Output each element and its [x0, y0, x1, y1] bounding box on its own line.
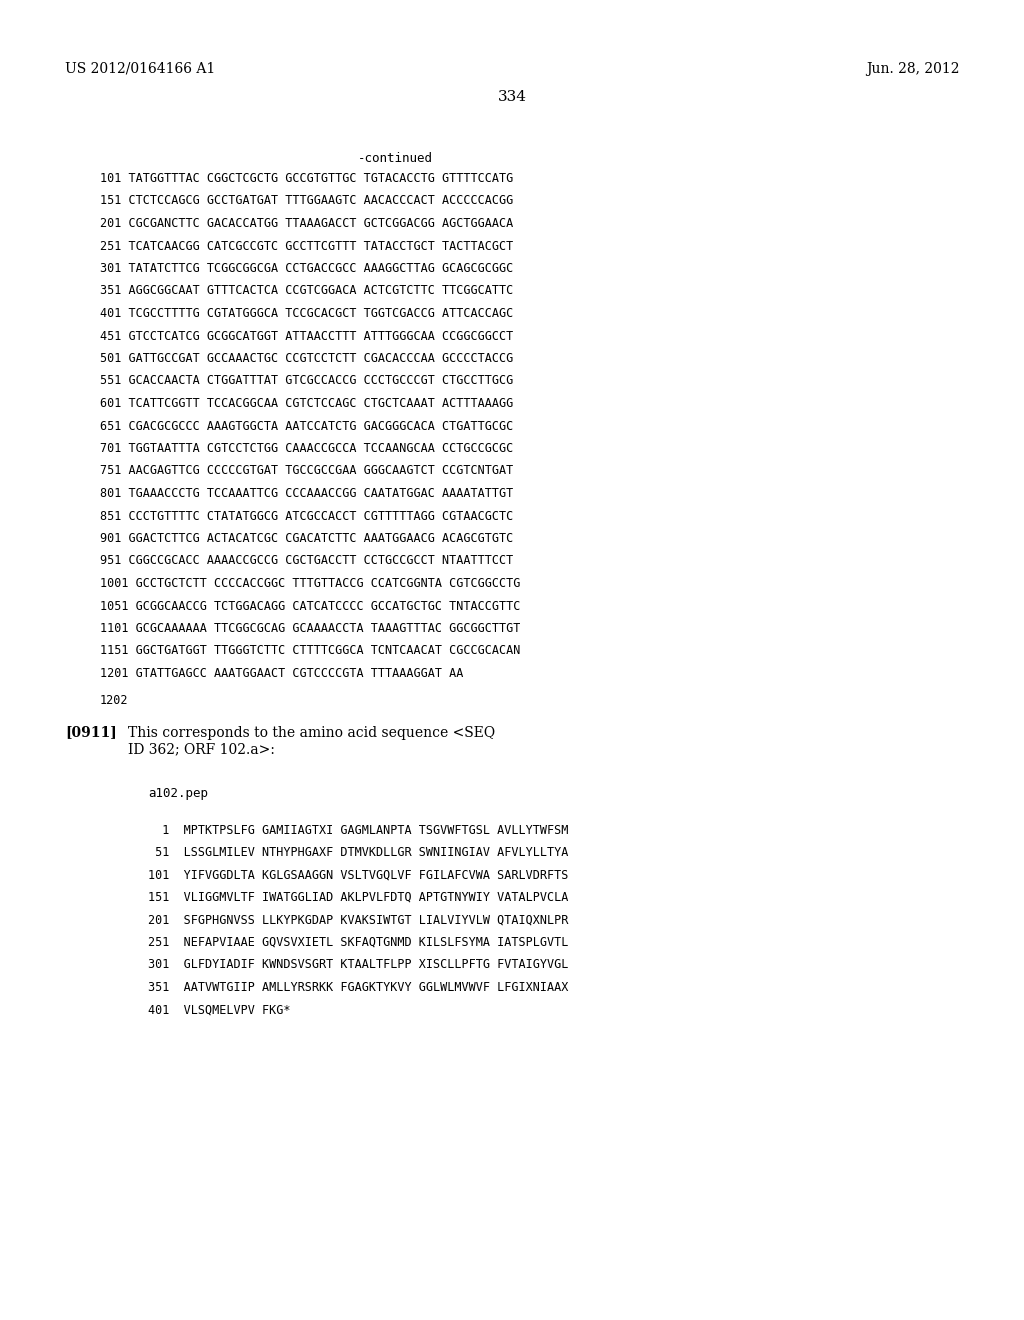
Text: 951 CGGCCGCACC AAAACCGCCG CGCTGACCTT CCTGCCGCCT NTAATTTCCT: 951 CGGCCGCACC AAAACCGCCG CGCTGACCTT CCT… — [100, 554, 513, 568]
Text: 334: 334 — [498, 90, 526, 104]
Text: 551 GCACCAACTA CTGGATTTAT GTCGCCACCG CCCTGCCCGT CTGCCTTGCG: 551 GCACCAACTA CTGGATTTAT GTCGCCACCG CCC… — [100, 375, 513, 388]
Text: -continued: -continued — [358, 152, 433, 165]
Text: 101 TATGGTTTAC CGGCTCGCTG GCCGTGTTGC TGTACACCTG GTTTTCCATG: 101 TATGGTTTAC CGGCTCGCTG GCCGTGTTGC TGT… — [100, 172, 513, 185]
Text: 1001 GCCTGCTCTT CCCCACCGGC TTTGTTACCG CCATCGGNTA CGTCGGCCTG: 1001 GCCTGCTCTT CCCCACCGGC TTTGTTACCG CC… — [100, 577, 520, 590]
Text: 351  AATVWTGIIP AMLLYRSRKK FGAGKTYKVY GGLWLMVWVF LFGIXNIAAX: 351 AATVWTGIIP AMLLYRSRKK FGAGKTYKVY GGL… — [148, 981, 568, 994]
Text: 651 CGACGCGCCC AAAGTGGCTA AATCCATCTG GACGGGCACA CTGATTGCGC: 651 CGACGCGCCC AAAGTGGCTA AATCCATCTG GAC… — [100, 420, 513, 433]
Text: ID 362; ORF 102.a>:: ID 362; ORF 102.a>: — [128, 742, 274, 756]
Text: 251  NEFAPVIAAE GQVSVXIETL SKFAQTGNMD KILSLFSYMA IATSPLGVTL: 251 NEFAPVIAAE GQVSVXIETL SKFAQTGNMD KIL… — [148, 936, 568, 949]
Text: a102.pep: a102.pep — [148, 788, 208, 800]
Text: 401  VLSQMELVPV FKG*: 401 VLSQMELVPV FKG* — [148, 1003, 291, 1016]
Text: 151  VLIGGMVLTF IWATGGLIAD AKLPVLFDTQ APTGTNYWIY VATALPVCLA: 151 VLIGGMVLTF IWATGGLIAD AKLPVLFDTQ APT… — [148, 891, 568, 904]
Text: 1151 GGCTGATGGT TTGGGTCTTC CTTTTCGGCA TCNTCAACAT CGCCGCACAN: 1151 GGCTGATGGT TTGGGTCTTC CTTTTCGGCA TC… — [100, 644, 520, 657]
Text: 1051 GCGGCAACCG TCTGGACAGG CATCATCCCC GCCATGCTGC TNTACCGTTC: 1051 GCGGCAACCG TCTGGACAGG CATCATCCCC GC… — [100, 599, 520, 612]
Text: 1101 GCGCAAAAAA TTCGGCGCAG GCAAAACCTA TAAAGTTTAC GGCGGCTTGT: 1101 GCGCAAAAAA TTCGGCGCAG GCAAAACCTA TA… — [100, 622, 520, 635]
Text: 851 CCCTGTTTTC CTATATGGCG ATCGCCACCT CGTTTTTAGG CGTAACGCTC: 851 CCCTGTTTTC CTATATGGCG ATCGCCACCT CGT… — [100, 510, 513, 523]
Text: 401 TCGCCTTTTG CGTATGGGCA TCCGCACGCT TGGTCGACCG ATTCACCAGC: 401 TCGCCTTTTG CGTATGGGCA TCCGCACGCT TGG… — [100, 308, 513, 319]
Text: 251 TCATCAACGG CATCGCCGTC GCCTTCGTTT TATACCTGCT TACTTACGCT: 251 TCATCAACGG CATCGCCGTC GCCTTCGTTT TAT… — [100, 239, 513, 252]
Text: US 2012/0164166 A1: US 2012/0164166 A1 — [65, 62, 215, 77]
Text: 201  SFGPHGNVSS LLKYPKGDAP KVAKSIWTGT LIALVIYVLW QTAIQXNLPR: 201 SFGPHGNVSS LLKYPKGDAP KVAKSIWTGT LIA… — [148, 913, 568, 927]
Text: 801 TGAAACCCTG TCCAAATTCG CCCAAACCGG CAATATGGAC AAAATATTGT: 801 TGAAACCCTG TCCAAATTCG CCCAAACCGG CAA… — [100, 487, 513, 500]
Text: 601 TCATTCGGTT TCCACGGCAA CGTCTCCAGC CTGCTCAAAT ACTTTAAAGG: 601 TCATTCGGTT TCCACGGCAA CGTCTCCAGC CTG… — [100, 397, 513, 411]
Text: 1201 GTATTGAGCC AAATGGAACT CGTCCCCGTA TTTAAAGGAT AA: 1201 GTATTGAGCC AAATGGAACT CGTCCCCGTA TT… — [100, 667, 464, 680]
Text: 501 GATTGCCGAT GCCAAACTGC CCGTCCTCTT CGACACCCAA GCCCCTACCG: 501 GATTGCCGAT GCCAAACTGC CCGTCCTCTT CGA… — [100, 352, 513, 366]
Text: 101  YIFVGGDLTA KGLGSAAGGN VSLTVGQLVF FGILAFCVWA SARLVDRFTS: 101 YIFVGGDLTA KGLGSAAGGN VSLTVGQLVF FGI… — [148, 869, 568, 882]
Text: 351 AGGCGGCAAT GTTTCACTCA CCGTCGGACA ACTCGTCTTC TTCGGCATTC: 351 AGGCGGCAAT GTTTCACTCA CCGTCGGACA ACT… — [100, 285, 513, 297]
Text: [0911]: [0911] — [65, 726, 117, 739]
Text: 701 TGGTAATTTA CGTCCTCTGG CAAACCGCCA TCCAANGCAA CCTGCCGCGC: 701 TGGTAATTTA CGTCCTCTGG CAAACCGCCA TCC… — [100, 442, 513, 455]
Text: 1202: 1202 — [100, 693, 128, 706]
Text: 901 GGACTCTTCG ACTACATCGC CGACATCTTC AAATGGAACG ACAGCGTGTC: 901 GGACTCTTCG ACTACATCGC CGACATCTTC AAA… — [100, 532, 513, 545]
Text: Jun. 28, 2012: Jun. 28, 2012 — [866, 62, 961, 77]
Text: 451 GTCCTCATCG GCGGCATGGT ATTAACCTTT ATTTGGGCAA CCGGCGGCCT: 451 GTCCTCATCG GCGGCATGGT ATTAACCTTT ATT… — [100, 330, 513, 342]
Text: 301 TATATCTTCG TCGGCGGCGA CCTGACCGCC AAAGGCTTAG GCAGCGCGGC: 301 TATATCTTCG TCGGCGGCGA CCTGACCGCC AAA… — [100, 261, 513, 275]
Text: 1  MPTKTPSLFG GAMIIAGTXI GAGMLANPTA TSGVWFTGSL AVLLYTWFSM: 1 MPTKTPSLFG GAMIIAGTXI GAGMLANPTA TSGVW… — [148, 824, 568, 837]
Text: 151 CTCTCCAGCG GCCTGATGAT TTTGGAAGTC AACACCCACT ACCCCCACGG: 151 CTCTCCAGCG GCCTGATGAT TTTGGAAGTC AAC… — [100, 194, 513, 207]
Text: 751 AACGAGTTCG CCCCCGTGAT TGCCGCCGAA GGGCAAGTCT CCGTCNTGAT: 751 AACGAGTTCG CCCCCGTGAT TGCCGCCGAA GGG… — [100, 465, 513, 478]
Text: 301  GLFDYIADIF KWNDSVSGRT KTAALTFLPP XISCLLPFTG FVTAIGYVGL: 301 GLFDYIADIF KWNDSVSGRT KTAALTFLPP XIS… — [148, 958, 568, 972]
Text: This corresponds to the amino acid sequence <SEQ: This corresponds to the amino acid seque… — [128, 726, 496, 739]
Text: 51  LSSGLMILEV NTHYPHGAXF DTMVKDLLGR SWNIINGIAV AFVLYLLTYA: 51 LSSGLMILEV NTHYPHGAXF DTMVKDLLGR SWNI… — [148, 846, 568, 859]
Text: 201 CGCGANCTTC GACACCATGG TTAAAGACCT GCTCGGACGG AGCTGGAACA: 201 CGCGANCTTC GACACCATGG TTAAAGACCT GCT… — [100, 216, 513, 230]
